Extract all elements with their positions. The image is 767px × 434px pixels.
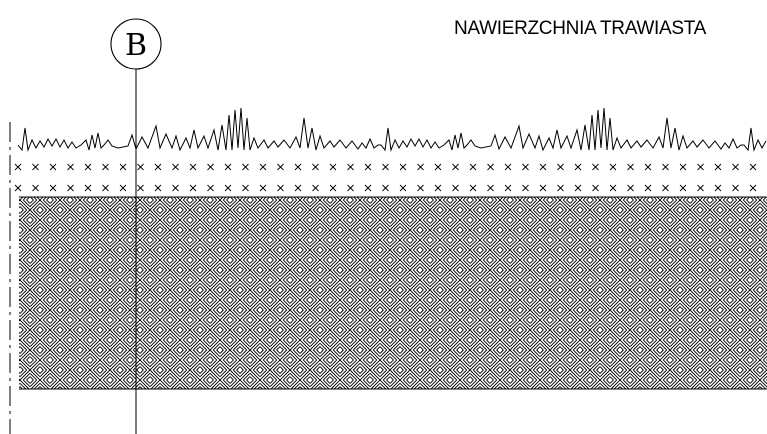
axis-b-letter: B bbox=[125, 28, 147, 63]
aggregate-base-layer bbox=[19, 197, 767, 389]
section-title: NAWIERZCHNIA TRAWIASTA bbox=[454, 18, 707, 39]
axis-b-marker bbox=[110, 18, 162, 70]
topsoil-layer bbox=[14, 163, 757, 192]
grass-surface-layer bbox=[17, 107, 767, 152]
